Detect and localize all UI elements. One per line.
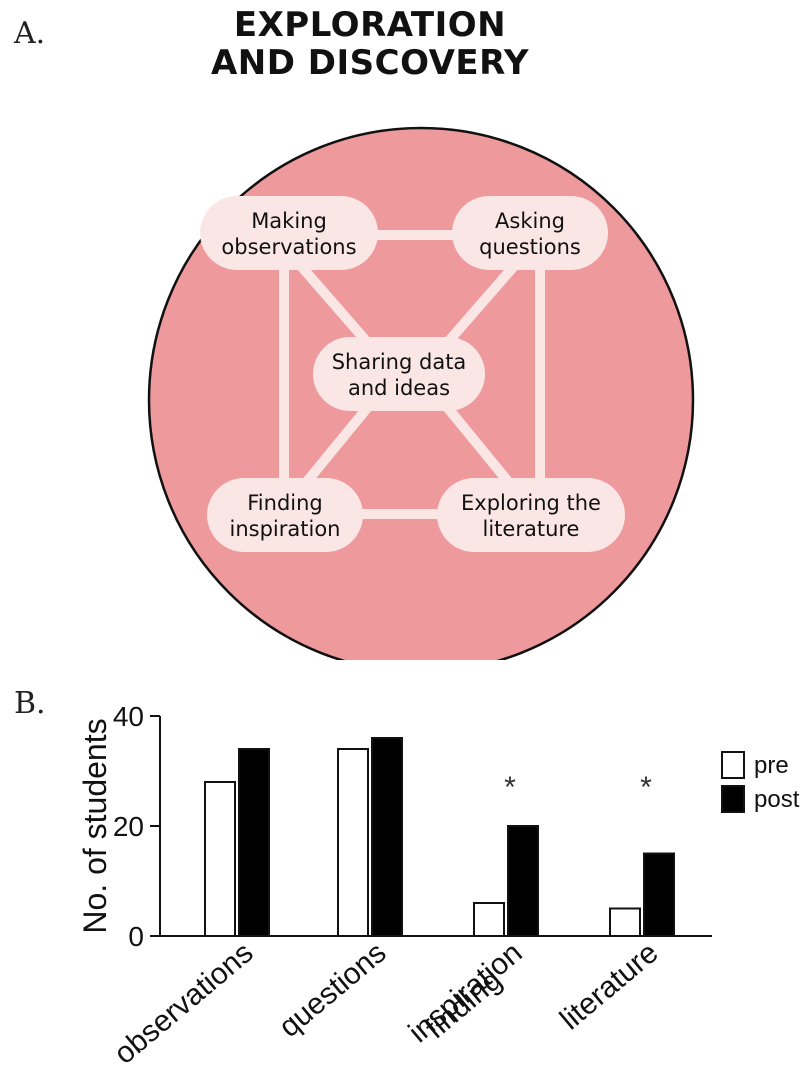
node-sharing: Sharing data and ideas <box>313 337 485 411</box>
node-inspiration: Finding inspiration <box>207 478 363 552</box>
node-literature-line-1: Exploring the <box>461 491 601 515</box>
exploration-diagram: Making observations Asking questions Sha… <box>147 126 695 660</box>
diagram-title-line-1: EXPLORATION <box>233 5 507 45</box>
node-sharing-line-2: and ideas <box>348 376 450 400</box>
panel-b-label: B. <box>14 686 46 721</box>
diagram-title-line-2: AND DISCOVERY <box>210 43 530 83</box>
node-observations: Making observations <box>200 196 378 270</box>
bar-pre <box>337 748 369 937</box>
significance-marker: * <box>504 771 516 804</box>
y-tick-label: 0 <box>128 921 144 952</box>
diagram-title: EXPLORATION AND DISCOVERY <box>170 6 570 82</box>
node-literature: Exploring the literature <box>437 478 625 552</box>
node-questions-line-1: Asking <box>495 209 565 233</box>
bar-post <box>238 748 270 937</box>
bar-post <box>507 825 539 937</box>
x-tick-label: observations <box>108 936 260 1068</box>
node-literature-line-2: literature <box>483 517 580 541</box>
panel-a-label: A. <box>14 16 46 51</box>
legend-label-post: post <box>754 786 800 813</box>
significance-marker: * <box>640 771 652 804</box>
bar-post <box>643 852 675 937</box>
y-axis-label: No. of students <box>77 718 113 933</box>
x-tick-label: literature <box>554 936 665 1036</box>
bar-pre <box>473 902 505 937</box>
node-inspiration-line-1: Finding <box>247 491 323 515</box>
x-tick-label: inspiration <box>403 936 529 1049</box>
node-questions-line-2: questions <box>479 235 581 259</box>
node-observations-line-2: observations <box>221 235 356 259</box>
bar-pre <box>609 907 641 937</box>
node-sharing-line-1: Sharing data <box>332 350 467 374</box>
bar-pre <box>204 781 236 937</box>
node-questions: Asking questions <box>452 196 608 270</box>
legend-label-pre: pre <box>754 752 789 779</box>
legend-swatch-post <box>721 785 745 813</box>
node-observations-line-1: Making <box>251 209 327 233</box>
bar-post <box>371 737 403 937</box>
legend-swatch-pre <box>721 751 745 779</box>
y-tick-label: 20 <box>113 811 144 842</box>
node-inspiration-line-2: inspiration <box>230 517 341 541</box>
y-tick-label: 40 <box>113 701 144 732</box>
x-tick-label: questions <box>273 936 393 1044</box>
